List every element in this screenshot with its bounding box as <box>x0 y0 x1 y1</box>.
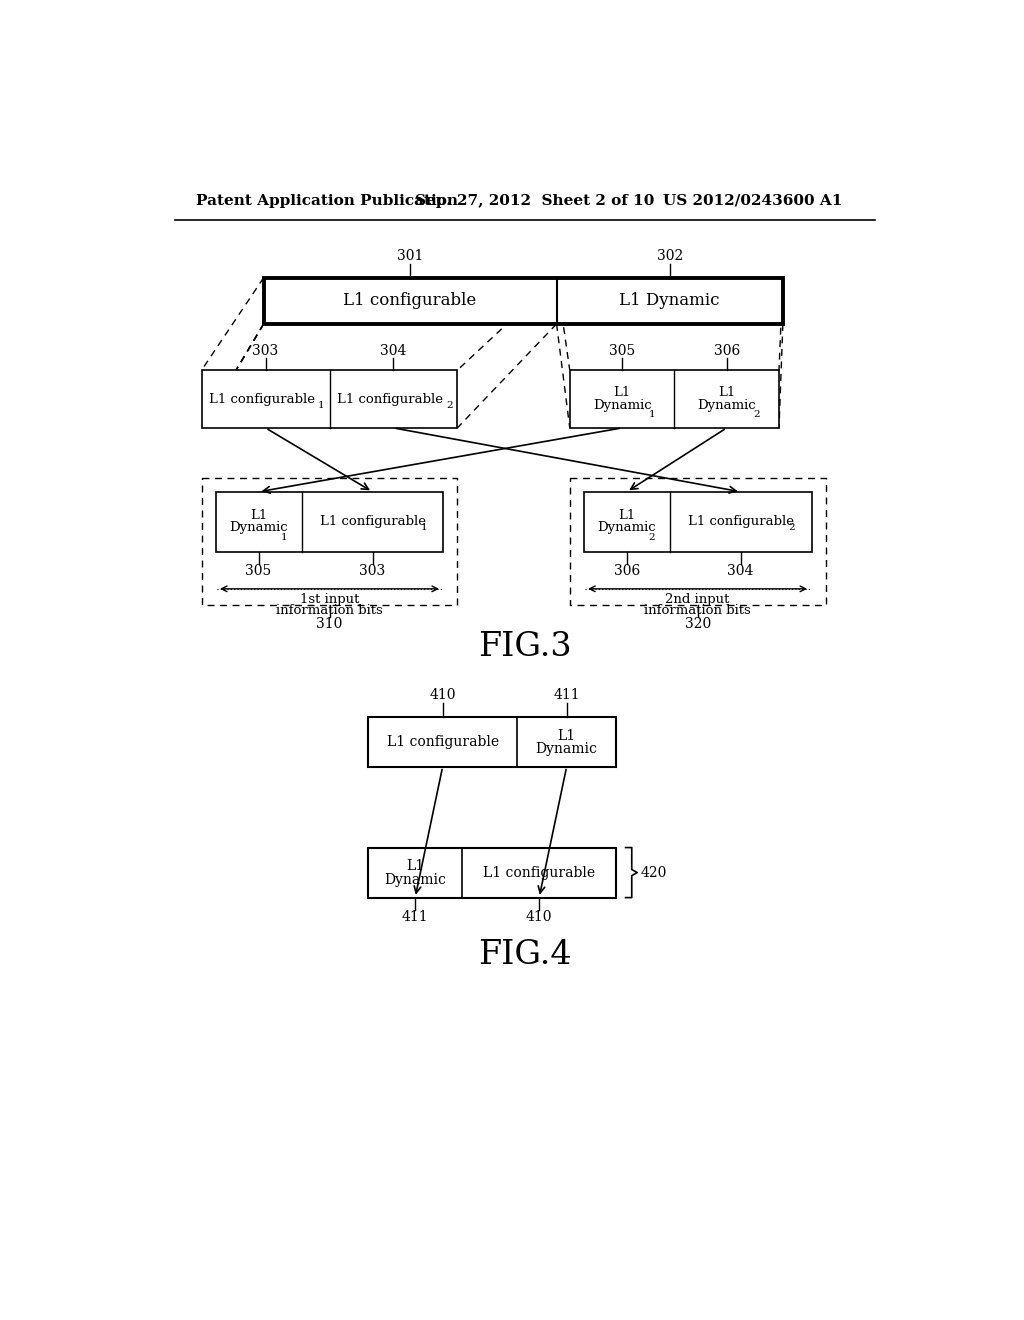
Text: 2: 2 <box>753 411 760 418</box>
Text: 320: 320 <box>684 618 711 631</box>
Text: 306: 306 <box>714 345 739 358</box>
Text: 410: 410 <box>429 688 456 702</box>
Text: information bits: information bits <box>276 603 383 616</box>
Text: Dynamic: Dynamic <box>229 521 288 535</box>
Text: 1: 1 <box>648 411 655 418</box>
Polygon shape <box>263 277 783 323</box>
Text: 305: 305 <box>246 564 271 578</box>
Polygon shape <box>369 847 616 898</box>
Text: 306: 306 <box>613 564 640 578</box>
Text: L1 configurable: L1 configurable <box>337 392 442 405</box>
Text: Dynamic: Dynamic <box>384 873 446 887</box>
Polygon shape <box>202 370 458 428</box>
Polygon shape <box>584 492 812 552</box>
Text: L1: L1 <box>618 510 635 523</box>
Text: 304: 304 <box>380 345 407 358</box>
Text: L1 configurable: L1 configurable <box>483 866 595 879</box>
Text: 1: 1 <box>421 524 427 532</box>
Text: L1 Dynamic: L1 Dynamic <box>620 292 720 309</box>
Text: 302: 302 <box>656 249 683 263</box>
Text: US 2012/0243600 A1: US 2012/0243600 A1 <box>663 194 842 207</box>
Text: Dynamic: Dynamic <box>597 521 656 535</box>
Text: 1st input: 1st input <box>300 593 359 606</box>
Text: 411: 411 <box>401 909 428 924</box>
Text: 2: 2 <box>648 533 655 541</box>
Text: 420: 420 <box>641 866 668 879</box>
Polygon shape <box>369 717 616 767</box>
Text: L1: L1 <box>718 387 735 400</box>
Text: Dynamic: Dynamic <box>697 399 756 412</box>
Text: 305: 305 <box>609 345 635 358</box>
Text: L1 configurable: L1 configurable <box>343 292 477 309</box>
Text: 2: 2 <box>788 524 796 532</box>
Text: information bits: information bits <box>644 603 751 616</box>
Text: 303: 303 <box>253 345 279 358</box>
Text: 301: 301 <box>397 249 423 263</box>
Text: 2nd input: 2nd input <box>666 593 730 606</box>
Text: L1 configurable: L1 configurable <box>688 515 794 528</box>
Text: Patent Application Publication: Patent Application Publication <box>197 194 458 207</box>
Text: L1: L1 <box>407 859 424 874</box>
Text: FIG.4: FIG.4 <box>478 940 571 972</box>
Text: 2: 2 <box>446 401 453 409</box>
Polygon shape <box>569 370 779 428</box>
Text: L1 configurable: L1 configurable <box>319 515 426 528</box>
Text: L1 configurable: L1 configurable <box>387 735 499 748</box>
Text: L1: L1 <box>558 729 575 743</box>
Text: L1: L1 <box>250 510 267 523</box>
Text: FIG.3: FIG.3 <box>478 631 571 664</box>
Text: 411: 411 <box>553 688 580 702</box>
Text: Dynamic: Dynamic <box>593 399 651 412</box>
Text: L1 configurable: L1 configurable <box>209 392 314 405</box>
Text: Dynamic: Dynamic <box>536 742 598 755</box>
Text: Sep. 27, 2012  Sheet 2 of 10: Sep. 27, 2012 Sheet 2 of 10 <box>415 194 654 207</box>
Text: L1: L1 <box>613 387 631 400</box>
Text: 304: 304 <box>727 564 754 578</box>
Text: 310: 310 <box>316 618 343 631</box>
Text: 1: 1 <box>318 401 325 409</box>
Text: 410: 410 <box>526 909 552 924</box>
Text: 1: 1 <box>281 533 287 541</box>
Text: 303: 303 <box>359 564 386 578</box>
Polygon shape <box>216 492 443 552</box>
